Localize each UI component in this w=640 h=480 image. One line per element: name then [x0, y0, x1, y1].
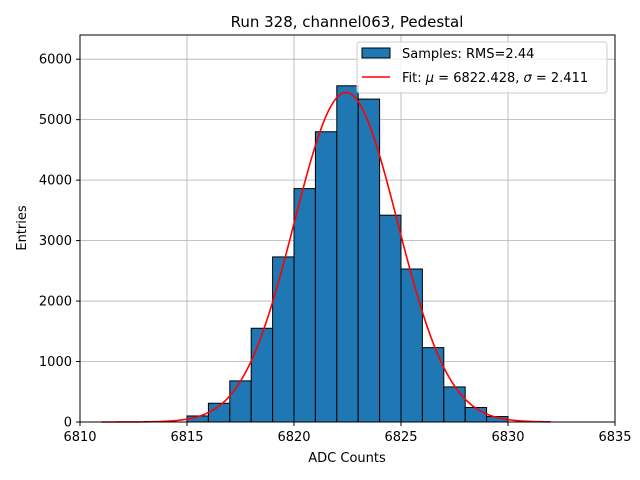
histogram-bar — [229, 380, 252, 423]
histogram-bar — [443, 386, 466, 423]
y-tick-label: 6000 — [39, 53, 72, 68]
x-tick-label: 6825 — [384, 430, 417, 445]
chart-title: Run 328, channel063, Pedestal — [231, 13, 464, 31]
histogram-bar — [314, 131, 338, 423]
x-tick-label: 6830 — [491, 430, 524, 445]
y-tick-label: 1000 — [39, 355, 72, 370]
gaussian-fit-line — [101, 91, 551, 423]
histogram-bar — [336, 85, 359, 423]
y-tick-label: 4000 — [39, 174, 72, 189]
y-tick-label: 2000 — [39, 295, 72, 310]
y-axis-ticks: 0 1000 2000 3000 4000 5000 6000 — [39, 53, 80, 431]
y-tick-label: 5000 — [39, 113, 72, 128]
y-axis-label: Entries — [15, 205, 30, 251]
x-tick-label: 6835 — [598, 430, 631, 445]
x-tick-label: 6815 — [170, 430, 203, 445]
x-tick-label: 6810 — [63, 430, 96, 445]
histogram-bar — [400, 268, 423, 423]
y-tick-label: 3000 — [39, 234, 72, 249]
legend-box — [356, 41, 608, 94]
histogram-bar — [379, 214, 402, 423]
histogram-bars — [186, 85, 509, 423]
histogram-bar — [464, 406, 488, 423]
plot-area-frame — [79, 34, 616, 423]
histogram-bar — [272, 256, 295, 423]
y-tick-label: 0 — [64, 416, 72, 431]
legend-histogram-label: Samples: RMS=2.44 — [402, 47, 534, 62]
x-axis-ticks: 6810 6815 6820 6825 6830 6835 — [63, 422, 632, 445]
legend: Samples: RMS=2.44 Fit: μ = 6822.428, σ =… — [356, 41, 608, 94]
legend-fit-label: Fit: μ = 6822.428, σ = 2.411 — [402, 71, 588, 86]
x-axis-label: ADC Counts — [308, 451, 386, 466]
x-tick-label: 6820 — [277, 430, 310, 445]
histogram-bar — [293, 188, 316, 423]
legend-histogram-swatch — [361, 47, 391, 59]
histogram-bar — [250, 327, 274, 423]
